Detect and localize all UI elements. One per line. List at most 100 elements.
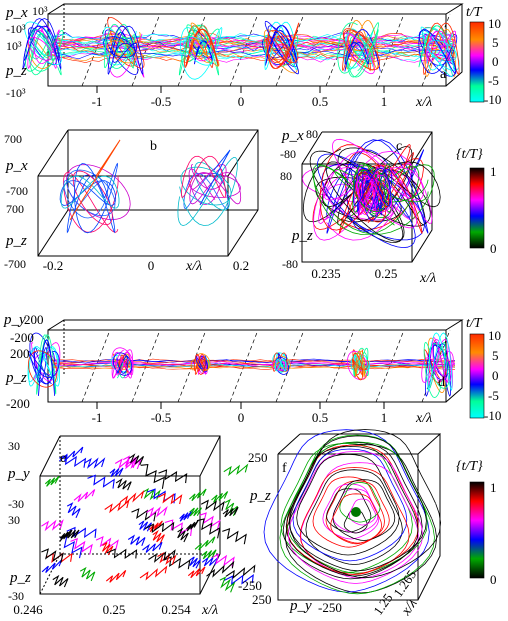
panel-b-box	[37, 129, 259, 257]
trajectory-loop	[427, 332, 453, 392]
panel-d-ztick-label: -200	[6, 396, 30, 411]
trajectory-zigzag	[189, 556, 201, 569]
panel-a-traces	[22, 17, 460, 80]
trajectory-loop	[333, 168, 429, 203]
trajectory-loop	[23, 25, 60, 62]
panel-c-tag: c	[396, 139, 402, 154]
trajectory-loop	[358, 171, 380, 202]
trajectory-loop	[288, 435, 427, 572]
trajectory-loop	[38, 339, 55, 396]
panel-f-xtick-label: 1.25	[370, 590, 395, 617]
trajectory-zigzag	[95, 536, 119, 550]
trajectory-loop	[286, 444, 419, 575]
trajectory-loop	[263, 429, 430, 593]
panel-d-zlabel: p_z	[5, 370, 27, 386]
trajectory-loop	[36, 334, 57, 396]
trajectory-loop	[337, 22, 380, 74]
trajectory-zigzag	[140, 463, 166, 489]
trajectory-zigzag	[222, 506, 239, 518]
trajectory-loop	[112, 42, 138, 63]
colorbar-4-bar	[469, 481, 485, 579]
trajectory-zigzag	[219, 576, 236, 593]
trajectory-loop	[312, 476, 385, 548]
trajectory-zigzag	[102, 542, 114, 556]
trajectory-loop	[185, 28, 219, 66]
trajectory-zigzag	[146, 488, 176, 504]
panel-e-ytick-label: 30	[8, 439, 20, 453]
trajectory-loop	[113, 352, 133, 376]
panel-d-xtick-label: 1	[381, 410, 388, 425]
panel-c-xtick-label: 0.235	[311, 266, 340, 281]
trajectory-loop	[180, 27, 223, 80]
colorbar-3: t/T 10 5 0 -5 -10	[466, 316, 501, 423]
trajectory-loop	[357, 166, 379, 215]
trajectory-zigzag	[87, 474, 115, 489]
trajectory-loop	[355, 180, 380, 214]
trajectory-loop	[300, 462, 419, 579]
panel-e-ytick-label: -30	[8, 497, 24, 511]
panel-a: -1 -0.5 0 0.5 1 x/λ p_x 10³ -10³ 10³ p_z…	[5, 3, 464, 110]
colorbar-4-label: {t/T}	[456, 459, 483, 474]
trajectory-zigzag	[106, 548, 138, 559]
trajectory-loop	[25, 29, 64, 72]
trajectory-loop	[107, 40, 137, 64]
panel-f-box	[277, 432, 441, 601]
trajectory-zigzag	[196, 518, 221, 539]
trajectory-zigzag	[211, 491, 229, 503]
trajectory-zigzag	[105, 570, 127, 583]
panel-d-xtick-label: 0	[238, 410, 245, 425]
trajectory-loop	[322, 483, 380, 540]
panel-b-xtick-label: 0	[148, 258, 155, 273]
trajectory-loop	[361, 169, 387, 221]
trajectory-loop	[287, 450, 424, 584]
trajectory-loop	[27, 350, 60, 379]
colorbar-2-tick: 0	[490, 241, 497, 256]
trajectory-zigzag	[73, 489, 96, 502]
trajectory-zigzag	[148, 520, 163, 533]
panel-e-zlabel: p_z	[9, 570, 31, 586]
trajectory-loop	[264, 21, 298, 70]
trajectory-zigzag	[206, 560, 235, 578]
trajectory-loop	[319, 143, 411, 231]
panel-a-ytick-label: 10³	[32, 4, 48, 18]
panel-a-ylabel: p_x	[5, 5, 28, 21]
trajectory-zigzag	[84, 457, 106, 469]
trajectory-zigzag	[211, 553, 235, 567]
trajectory-loop	[30, 33, 53, 61]
trajectory-loop	[344, 41, 369, 65]
trajectory-zigzag	[163, 556, 191, 570]
trajectory-loop	[103, 36, 135, 58]
trajectory-loop	[350, 355, 368, 370]
panel-e-ztick-label: 30	[8, 513, 20, 527]
panel-c-ztick-label: -80	[282, 257, 298, 271]
trajectory-loop	[418, 28, 457, 74]
trajectory-loop	[267, 22, 300, 70]
trajectory-zigzag	[44, 475, 60, 487]
panel-b-traces	[59, 139, 242, 234]
panel-e-xtick-label: 0.254	[161, 602, 191, 617]
trajectory-line	[199, 149, 231, 206]
panel-d-xlabel: x/λ	[415, 411, 432, 426]
trajectory-zigzag	[66, 526, 97, 539]
colorbar-1-tick: -10	[484, 92, 501, 107]
panel-b-ytick-label: -700	[6, 184, 28, 198]
trajectory-loop	[423, 341, 446, 399]
trajectory-zigzag	[224, 574, 254, 586]
trajectory-loop	[326, 488, 372, 533]
trajectory-loop	[427, 40, 457, 62]
panel-c-xlabel: x/λ	[419, 271, 436, 286]
trajectory-loop	[63, 180, 109, 219]
colorbar-1-tick: 10	[488, 16, 501, 31]
colorbar-3-tick: -5	[488, 388, 499, 403]
trajectory-loop	[189, 171, 242, 205]
trajectory-line	[51, 359, 456, 364]
trajectory-loop	[425, 342, 452, 397]
panel-a-ytick-label: -10³	[6, 22, 26, 36]
trajectory-loop	[292, 448, 408, 562]
trajectory-loop	[418, 29, 456, 77]
trajectory-line	[69, 139, 121, 221]
colorbar-3-bar	[469, 333, 485, 419]
colorbar-3-tick: -10	[484, 408, 501, 423]
trajectory-loop	[302, 145, 413, 223]
trajectory-loop	[347, 34, 377, 60]
